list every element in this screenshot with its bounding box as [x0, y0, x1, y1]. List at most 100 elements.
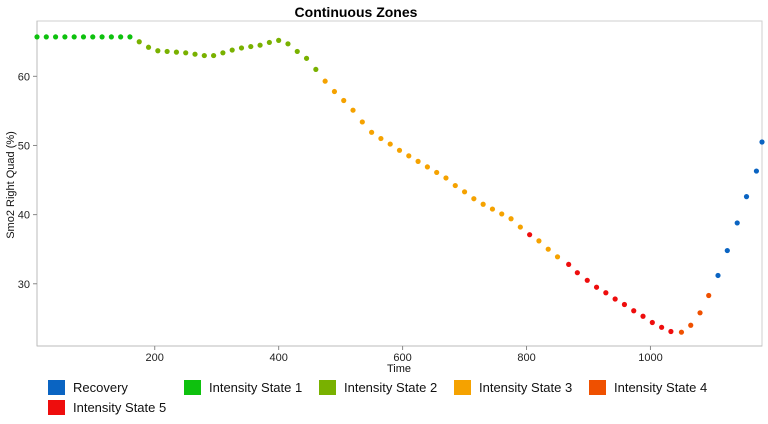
data-point-intensity-state-3: [350, 107, 356, 113]
data-point-intensity-state-5: [612, 296, 618, 302]
data-point-intensity-state-1: [99, 34, 105, 40]
data-point-intensity-state-5: [584, 277, 590, 283]
data-point-intensity-state-2: [173, 49, 180, 55]
plot-border: [36, 20, 763, 347]
data-point-intensity-state-3: [359, 119, 365, 125]
data-point-intensity-state-5: [574, 270, 580, 276]
legend-label: Intensity State 3: [479, 379, 573, 395]
legend-swatch-intensity-state-4: [589, 379, 606, 395]
y-tick-label: 40: [18, 210, 30, 222]
data-point-intensity-state-2: [257, 42, 263, 48]
data-point-recovery: [724, 247, 730, 254]
data-point-intensity-state-3: [443, 175, 449, 181]
data-point-intensity-state-3: [508, 216, 514, 222]
legend-swatch-recovery: [48, 379, 65, 395]
data-point-intensity-state-2: [145, 44, 152, 50]
legend-swatch-intensity-state-2: [319, 379, 336, 395]
data-point-intensity-state-4: [678, 329, 685, 335]
data-point-intensity-state-5: [631, 308, 637, 314]
x-tick-label: 800: [517, 352, 535, 364]
data-point-intensity-state-3: [396, 147, 403, 153]
data-point-intensity-state-5: [640, 313, 646, 319]
x-tick-label: 600: [393, 352, 411, 364]
data-point-intensity-state-5: [659, 324, 665, 330]
legend-item-recovery: Recovery: [48, 378, 128, 396]
data-point-intensity-state-1: [127, 34, 133, 40]
legend-label: Intensity State 5: [73, 399, 167, 415]
data-point-intensity-state-3: [378, 135, 384, 142]
data-point-intensity-state-3: [331, 88, 338, 95]
data-point-intensity-state-4: [688, 322, 694, 328]
x-tick-label: 400: [269, 352, 287, 364]
data-point-intensity-state-5: [603, 290, 609, 296]
legend-label: Intensity State 4: [614, 379, 708, 395]
data-point-intensity-state-5: [566, 261, 572, 268]
data-point-intensity-state-1: [34, 34, 40, 40]
data-point-intensity-state-3: [424, 164, 430, 170]
legend-item-intensity-state-2: Intensity State 2: [319, 378, 437, 396]
data-point-recovery: [753, 168, 760, 174]
data-point-intensity-state-2: [211, 52, 217, 59]
data-point-intensity-state-3: [452, 182, 458, 189]
data-point-intensity-state-2: [136, 39, 142, 45]
data-point-intensity-state-5: [649, 319, 655, 326]
y-tick-label: 30: [18, 279, 30, 291]
data-point-intensity-state-2: [155, 48, 161, 54]
legend-swatch-intensity-state-5: [48, 399, 65, 415]
data-point-intensity-state-3: [406, 153, 412, 159]
data-point-intensity-state-1: [90, 34, 96, 40]
legend-label: Intensity State 2: [344, 379, 438, 395]
x-axis-label: Time: [387, 363, 411, 372]
data-point-intensity-state-3: [554, 254, 561, 260]
x-tick-label: 1000: [638, 352, 662, 364]
data-point-intensity-state-3: [480, 201, 486, 207]
data-point-intensity-state-2: [294, 48, 300, 55]
scatter-chart: Continuous Zones 200 400 600 800 1000 30 40 50 6…: [5, 4, 765, 372]
data-point-intensity-state-5: [593, 284, 600, 290]
legend-item-intensity-state-3: Intensity State 3: [454, 378, 572, 396]
legend-label: Intensity State 1: [209, 379, 303, 395]
data-point-intensity-state-1: [71, 34, 77, 40]
y-tick-label: 60: [18, 71, 30, 83]
y-axis-label: Smo2 Right Quad (%): [5, 131, 17, 239]
data-points: [34, 34, 765, 335]
data-point-intensity-state-3: [536, 238, 542, 244]
legend-label: Recovery: [73, 379, 128, 395]
data-point-recovery: [715, 272, 721, 279]
legend: Recovery Intensity State 1 Intensity Sta…: [48, 378, 748, 418]
data-point-intensity-state-2: [164, 48, 170, 55]
legend-swatch-intensity-state-1: [184, 379, 201, 395]
data-point-intensity-state-2: [313, 66, 319, 73]
data-point-intensity-state-2: [220, 50, 226, 56]
data-point-intensity-state-2: [303, 55, 310, 61]
data-point-intensity-state-4: [706, 292, 712, 299]
legend-item-intensity-state-4: Intensity State 4: [589, 378, 707, 396]
data-point-intensity-state-3: [341, 97, 347, 104]
data-point-recovery: [734, 220, 740, 226]
data-point-intensity-state-3: [387, 141, 393, 147]
data-point-intensity-state-3: [369, 129, 375, 135]
data-point-intensity-state-2: [183, 50, 189, 56]
legend-item-intensity-state-1: Intensity State 1: [184, 378, 302, 396]
data-point-intensity-state-2: [201, 52, 207, 59]
legend-swatch-intensity-state-3: [454, 379, 471, 395]
data-point-intensity-state-2: [285, 41, 291, 47]
data-point-intensity-state-2: [238, 45, 245, 51]
data-point-intensity-state-4: [697, 310, 703, 316]
data-point-intensity-state-3: [461, 189, 468, 195]
data-point-intensity-state-2: [192, 51, 198, 57]
data-point-intensity-state-1: [52, 34, 59, 40]
data-point-intensity-state-3: [489, 206, 496, 212]
data-point-intensity-state-5: [668, 328, 674, 335]
data-point-intensity-state-3: [545, 246, 551, 252]
data-point-intensity-state-5: [527, 232, 533, 238]
data-point-intensity-state-3: [322, 78, 328, 84]
chart-title: Continuous Zones: [295, 4, 418, 20]
y-tick-label: 50: [18, 140, 30, 152]
data-point-intensity-state-2: [266, 39, 272, 46]
axes: 200 400 600 800 1000 30 40 50 60: [18, 21, 762, 364]
data-point-intensity-state-3: [471, 196, 477, 202]
plot-area: [36, 20, 763, 347]
data-point-intensity-state-3: [434, 169, 440, 176]
data-point-intensity-state-5: [621, 301, 628, 308]
